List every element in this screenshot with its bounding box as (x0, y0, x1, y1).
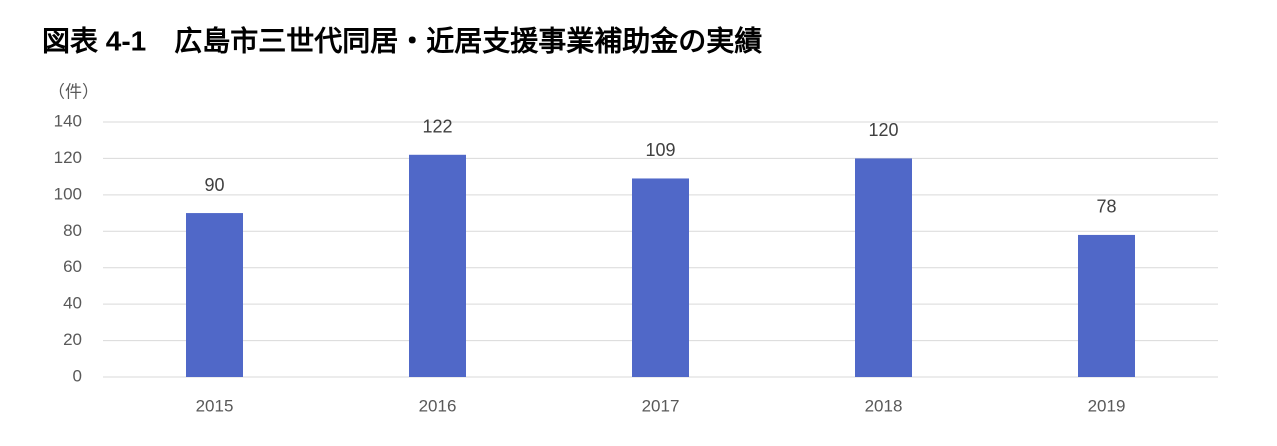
y-tick-label: 80 (63, 221, 82, 240)
data-label: 109 (645, 140, 675, 160)
data-label: 122 (422, 117, 452, 137)
x-tick-label: 2015 (196, 396, 234, 415)
bar (855, 158, 912, 377)
y-tick-label: 0 (73, 366, 82, 385)
x-tick-label: 2016 (419, 396, 457, 415)
data-label: 78 (1096, 197, 1116, 217)
y-unit-label: （件） (48, 82, 99, 101)
data-label: 90 (204, 175, 224, 195)
bar (186, 213, 243, 377)
x-tick-label: 2017 (642, 396, 680, 415)
y-tick-label: 20 (63, 330, 82, 349)
x-tick-label: 2019 (1088, 396, 1126, 415)
x-tick-label: 2018 (865, 396, 903, 415)
y-tick-label: 120 (54, 148, 82, 167)
y-tick-label: 100 (54, 184, 82, 203)
bar (409, 154, 466, 377)
chart-title: 図表 4-1 広島市三世代同居・近居支援事業補助金の実績 (42, 24, 762, 56)
bar (1078, 234, 1135, 377)
y-tick-label: 140 (54, 111, 82, 130)
data-label: 120 (868, 120, 898, 140)
y-tick-label: 40 (63, 294, 82, 313)
y-tick-label: 60 (63, 257, 82, 276)
bar (632, 178, 689, 377)
